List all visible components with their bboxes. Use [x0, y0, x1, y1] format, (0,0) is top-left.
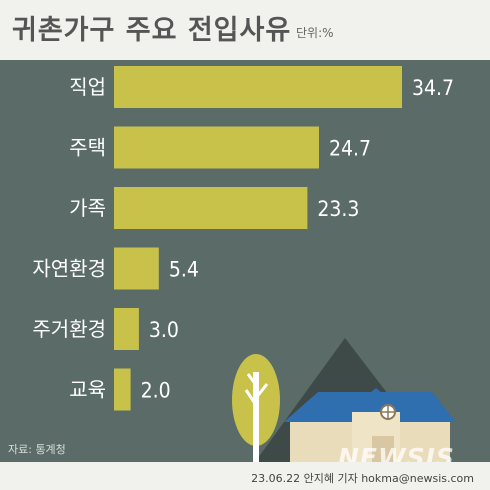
category-label-5: 교육: [69, 378, 106, 402]
bar-5: [114, 368, 131, 411]
bar-2: [114, 187, 308, 229]
footer-band: 23.06.22 안지혜 기자 hokma@newsis.com: [0, 462, 490, 490]
bars: 직업 34.7 주택 24.7 가족 23.3 자연환경 5.4 주거환경 3.0 교육 2.0: [32, 66, 454, 411]
chart-title: 귀촌가구 주요 전입사유: [12, 15, 292, 46]
value-label-4: 3.0: [149, 318, 179, 342]
category-label-0: 직업: [69, 75, 106, 99]
category-label-1: 주택: [69, 136, 106, 160]
bar-4: [114, 308, 139, 350]
category-label-2: 가족: [69, 196, 106, 220]
bar-1: [114, 126, 320, 169]
tree-branch: [244, 389, 258, 406]
value-label-3: 5.4: [169, 258, 199, 282]
value-label-1: 24.7: [329, 137, 371, 161]
tree-branch: [254, 383, 269, 399]
house-door: [372, 436, 394, 462]
unit-label: 단위:%: [296, 26, 334, 40]
bar-0: [114, 66, 403, 108]
value-label-0: 34.7: [412, 76, 454, 100]
category-label-4: 주거환경: [32, 317, 106, 341]
value-label-2: 23.3: [317, 197, 359, 221]
category-label-3: 자연환경: [32, 257, 106, 281]
source-label: 자료: 통계청: [8, 443, 66, 456]
bar-3: [114, 247, 159, 290]
header-band: 귀촌가구 주요 전입사유 단위:%: [0, 0, 490, 60]
tree-trunk: [253, 372, 259, 462]
tree-branch: [246, 373, 258, 386]
value-label-5: 2.0: [141, 379, 171, 403]
credit-line: 23.06.22 안지혜 기자 hokma@newsis.com: [251, 472, 474, 485]
